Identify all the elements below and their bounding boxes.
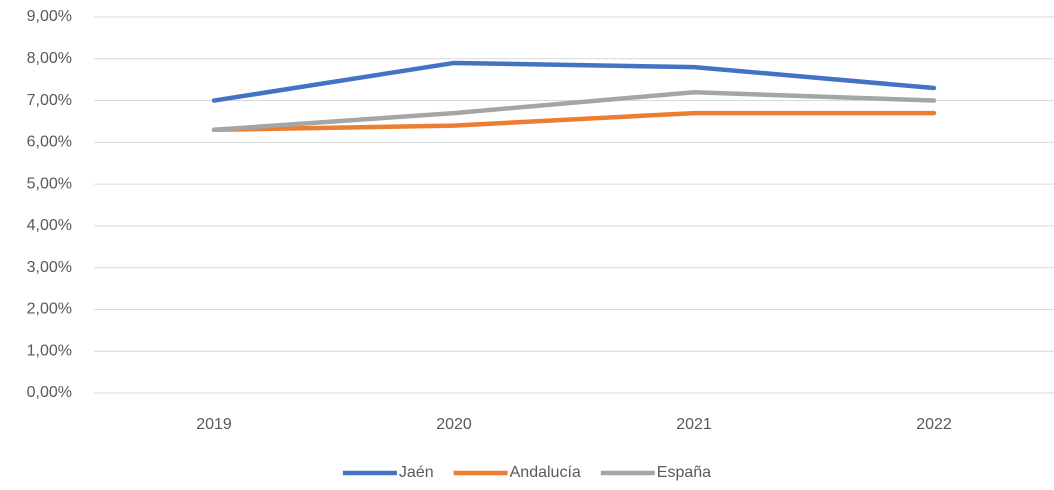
y-tick-label: 6,00% <box>27 134 72 151</box>
y-tick-label: 7,00% <box>27 92 72 109</box>
y-tick-label: 0,00% <box>27 384 72 401</box>
y-tick-label: 2,00% <box>27 301 72 318</box>
y-tick-label: 5,00% <box>27 175 72 192</box>
legend-label: Jaén <box>399 464 434 481</box>
series-line <box>211 60 937 103</box>
x-tick-label: 2019 <box>196 416 232 433</box>
legend-label: España <box>657 464 711 481</box>
x-tick-label: 2021 <box>676 416 712 433</box>
legend-label: Andalucía <box>510 464 581 481</box>
y-tick-label: 1,00% <box>27 342 72 359</box>
y-tick-label: 4,00% <box>27 217 72 234</box>
x-tick-label: 2022 <box>916 416 952 433</box>
x-tick-label: 2020 <box>436 416 472 433</box>
y-tick-label: 8,00% <box>27 50 72 67</box>
y-tick-label: 9,00% <box>27 8 72 25</box>
y-tick-label: 3,00% <box>27 259 72 276</box>
series-line <box>211 89 937 133</box>
series-line <box>211 110 937 133</box>
